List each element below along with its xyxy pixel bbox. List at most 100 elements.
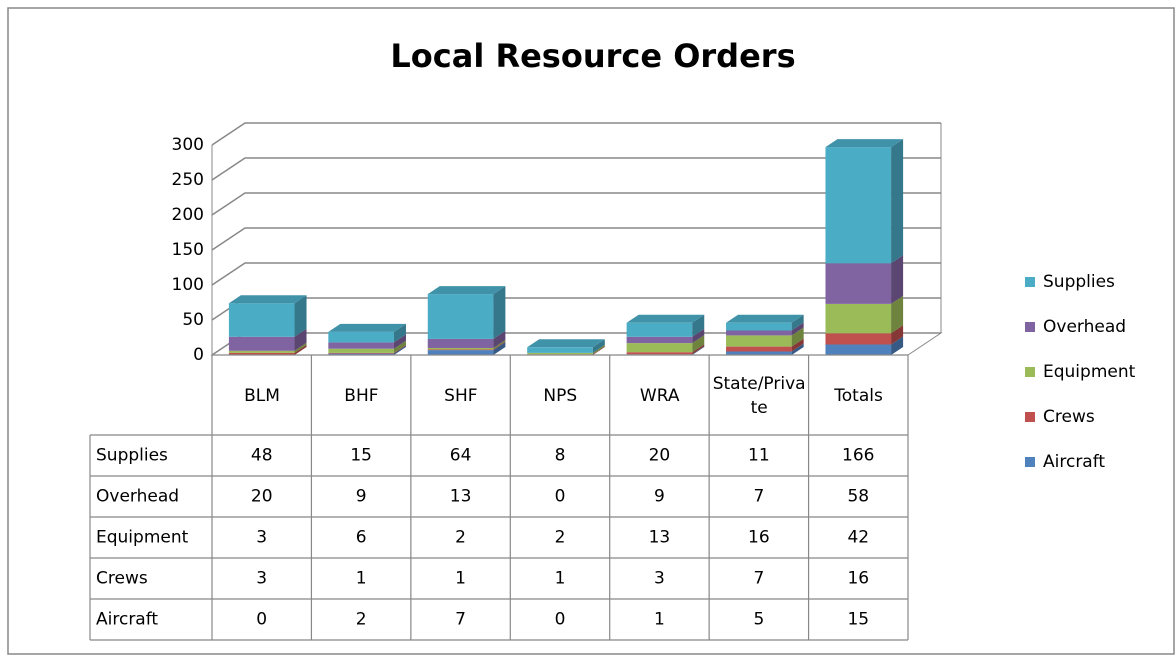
bar-top xyxy=(427,286,506,295)
row-label: Supplies xyxy=(96,446,168,466)
table-value: 13 xyxy=(450,487,472,507)
category-cell: NPS xyxy=(543,386,578,406)
table-value: 2 xyxy=(555,528,566,548)
bar-segment-side xyxy=(294,295,307,337)
bar-segment-side xyxy=(393,323,406,343)
bar-segment-side xyxy=(692,335,705,353)
bar-segment xyxy=(228,350,295,353)
bar-segment-side xyxy=(692,328,705,344)
bar-segment-side xyxy=(891,325,904,345)
y-tick-label: 150 xyxy=(172,240,204,260)
table-value: 5 xyxy=(753,610,764,630)
table-value: 42 xyxy=(847,528,869,548)
bar-segment-side xyxy=(393,340,406,353)
bar-segment xyxy=(328,353,394,355)
bar-segment xyxy=(527,347,593,353)
y-tick-label: 250 xyxy=(172,170,204,190)
chart-frame xyxy=(7,7,1175,655)
bar-segment-side xyxy=(493,330,506,348)
table-value: 2 xyxy=(455,528,466,548)
bar-segment-side xyxy=(891,139,904,264)
table-value: 64 xyxy=(450,446,472,466)
bar-segment xyxy=(626,352,693,355)
bar-segment-side xyxy=(791,314,804,331)
legend-label: Aircraft xyxy=(1043,452,1105,472)
chart-title: Local Resource Orders xyxy=(390,37,795,75)
table-value: 48 xyxy=(251,446,273,466)
bar-segment xyxy=(726,335,792,347)
grid-line xyxy=(211,122,941,146)
bar-segment xyxy=(228,336,295,351)
grid-line xyxy=(211,192,941,216)
x-tick-label: NPS xyxy=(543,386,578,406)
bar-segment xyxy=(825,263,892,304)
table-value: 11 xyxy=(748,446,770,466)
bar-segment-side xyxy=(592,344,605,355)
category-cell: State/Private xyxy=(712,374,806,418)
legend-swatch xyxy=(1025,322,1035,332)
bar-segment xyxy=(825,147,892,264)
table-value: 1 xyxy=(455,569,466,589)
row-label: Aircraft xyxy=(96,610,158,630)
legend-label: Supplies xyxy=(1043,272,1115,292)
bar-segment-side xyxy=(493,342,506,355)
bar-segment xyxy=(726,330,792,336)
table-value: 2 xyxy=(356,610,367,630)
legend-label: Crews xyxy=(1043,407,1095,427)
bar-segment-side xyxy=(891,295,904,334)
grid-line xyxy=(211,262,941,286)
bar-segment xyxy=(626,322,693,337)
bar-segment xyxy=(228,303,295,337)
legend-swatch xyxy=(1025,412,1035,422)
bar-segment xyxy=(726,322,792,331)
bar-segment-side xyxy=(791,327,804,347)
table-value: 7 xyxy=(455,610,466,630)
bar-segment-side xyxy=(393,334,406,349)
bar-segment xyxy=(427,350,494,355)
bar-segment xyxy=(328,348,394,353)
bar-segment xyxy=(726,351,792,355)
table-value: 3 xyxy=(256,569,267,589)
table-value: 0 xyxy=(555,487,566,507)
bar-top xyxy=(228,295,307,304)
category-cell: SHF xyxy=(444,386,478,406)
table-value: 0 xyxy=(256,610,267,630)
y-tick-label: 100 xyxy=(172,275,204,295)
bar-segment-side xyxy=(493,286,506,339)
table-value: 58 xyxy=(847,487,869,507)
table-value: 9 xyxy=(356,487,367,507)
legend-swatch xyxy=(1025,277,1035,287)
x-tick-label: BHF xyxy=(344,386,379,406)
table-value: 16 xyxy=(748,528,770,548)
table-value: 7 xyxy=(753,569,764,589)
table-value: 3 xyxy=(654,569,665,589)
bar-segment xyxy=(427,349,494,351)
table-value: 0 xyxy=(555,610,566,630)
grid-line xyxy=(211,227,941,251)
x-tick-label: State/Private xyxy=(712,374,806,418)
bar-segment xyxy=(626,343,693,353)
table-value: 166 xyxy=(842,446,874,466)
table-value: 1 xyxy=(356,569,367,589)
bar-segment-side xyxy=(692,344,705,355)
x-tick-label: SHF xyxy=(444,386,478,406)
bar-segment-side xyxy=(393,345,406,355)
bar-segment-side xyxy=(592,339,605,353)
y-tick-label: 0 xyxy=(193,345,204,365)
table-value: 15 xyxy=(847,610,869,630)
legend-swatch xyxy=(1025,367,1035,377)
table-value: 13 xyxy=(649,528,671,548)
row-label: Equipment xyxy=(96,528,189,548)
x-tick-label: BLM xyxy=(244,386,280,406)
bar-segment xyxy=(825,333,892,345)
bar-segment xyxy=(726,346,792,352)
y-tick-label: 300 xyxy=(172,135,204,155)
x-tick-label: Totals xyxy=(834,386,883,406)
bar-top xyxy=(626,314,705,323)
row-label: Crews xyxy=(96,569,148,589)
table-value: 20 xyxy=(251,487,273,507)
table-value: 15 xyxy=(350,446,372,466)
bar-segment xyxy=(825,303,892,334)
legend-swatch xyxy=(1025,457,1035,467)
